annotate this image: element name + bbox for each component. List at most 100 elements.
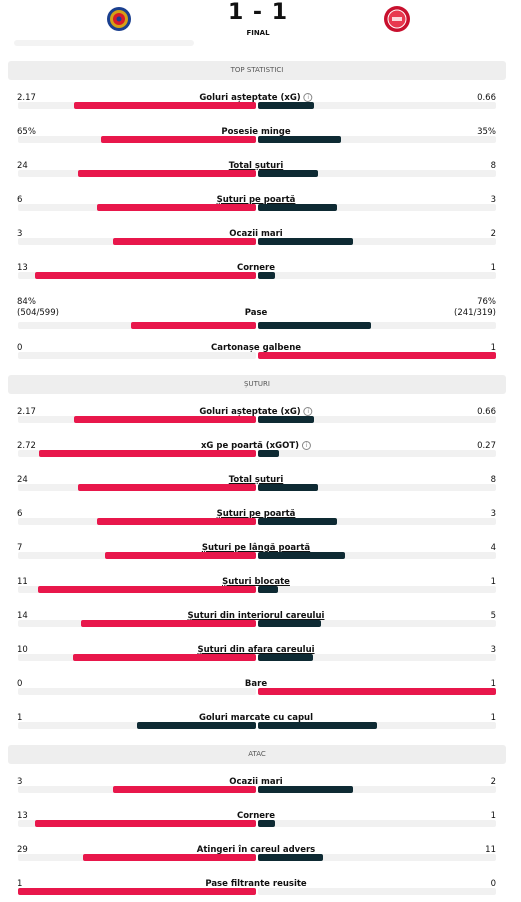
home-value: 0 (17, 679, 23, 689)
home-bar (113, 238, 256, 245)
stat-label[interactable]: Total șuturi (229, 161, 284, 172)
home-bar (73, 416, 256, 423)
bar-track (258, 518, 496, 525)
away-bar (258, 102, 314, 109)
bar-track (258, 654, 496, 661)
bar-track (258, 238, 496, 245)
home-value: 1 (17, 879, 23, 889)
info-icon[interactable]: i (303, 407, 313, 416)
stat-name: Cornere (236, 811, 276, 821)
home-bar (80, 620, 256, 627)
stat-label: Goluri așteptate (xG) i (199, 93, 313, 104)
stat-name: Șuturi din interiorul careului (187, 611, 325, 621)
home-value: 29 (17, 845, 28, 855)
stat-label: Ocazii mari (229, 777, 282, 788)
home-bar (97, 204, 256, 211)
stat-label: Cornere (237, 811, 275, 822)
home-bar (97, 518, 256, 525)
away-value: 8 (490, 161, 496, 171)
stat-label: Atingeri în careul advers (197, 845, 315, 856)
stat-label: Cartonașe galbene (211, 343, 301, 354)
home-bar (101, 136, 256, 143)
stat-label[interactable]: Șuturi din afara careului (197, 645, 314, 656)
away-value: 5 (490, 611, 496, 621)
stat-label: Bare (245, 679, 267, 690)
stat-name: Atingeri în careul advers (196, 845, 316, 855)
bar-track (258, 586, 496, 593)
bar-track (258, 272, 496, 279)
bar-track (258, 450, 496, 457)
away-bar (258, 854, 324, 861)
away-value: 0.66 (477, 407, 496, 417)
home-value: 13 (17, 811, 28, 821)
bar-track (258, 888, 496, 895)
info-icon[interactable]: i (302, 441, 312, 450)
stat-name: Cartonașe galbene (210, 343, 302, 353)
away-bar (258, 238, 354, 245)
away-value: 3 (490, 509, 496, 519)
home-bar (137, 722, 256, 729)
stat-label[interactable]: Șuturi pe lângă poartă (202, 543, 310, 554)
away-value: 35% (477, 127, 496, 137)
home-bar (77, 170, 256, 177)
away-bar (258, 620, 321, 627)
stat-label[interactable]: Șuturi pe poartă (217, 509, 296, 520)
tab-strip[interactable] (14, 40, 194, 46)
away-value: 1 (490, 679, 496, 689)
away-bar (258, 204, 338, 211)
bar-track (258, 552, 496, 559)
bar-track (258, 102, 496, 109)
away-value: 3 (490, 195, 496, 205)
bar-track (258, 786, 496, 793)
away-value: 0.66 (477, 93, 496, 103)
stat-name: Șuturi pe lângă poartă (201, 543, 311, 553)
away-value: 76% (477, 297, 496, 307)
home-value: 24 (17, 161, 28, 171)
away-value: 1 (490, 263, 496, 273)
bar-track (258, 136, 496, 143)
section-header: TOP STATISTICI (8, 61, 506, 80)
stat-label[interactable]: Total șuturi (229, 475, 284, 486)
bar-track (258, 170, 496, 177)
section-header: ATAC (8, 745, 506, 764)
home-value: 65% (17, 127, 36, 137)
home-logo (107, 7, 131, 31)
home-value: 1 (17, 713, 23, 723)
home-value: 2.17 (17, 407, 36, 417)
score: 1 - 1 (227, 0, 289, 25)
home-value: 0 (17, 343, 23, 353)
stat-name: Ocazii mari (229, 229, 283, 239)
match-status: FINAL (246, 29, 270, 37)
away-bar (258, 820, 275, 827)
stat-name: Pase filtrante reusite (205, 879, 307, 889)
bar-track (18, 352, 256, 359)
away-logo (384, 6, 410, 32)
away-value: 11 (485, 845, 496, 855)
away-bar (258, 722, 377, 729)
info-icon[interactable]: i (303, 93, 313, 102)
home-bar (73, 102, 256, 109)
home-value: 7 (17, 543, 23, 553)
stat-name: Goluri marcate cu capul (198, 713, 314, 723)
home-bar (39, 450, 256, 457)
away-value: 1 (490, 713, 496, 723)
stat-name: Pase (244, 308, 268, 318)
away-value: 1 (490, 577, 496, 587)
away-bar (258, 322, 372, 329)
home-value: 11 (17, 577, 28, 587)
home-value: 2.17 (17, 93, 36, 103)
stat-label: Pase filtrante reusite (205, 879, 306, 890)
stat-name: Ocazii mari (229, 777, 283, 787)
stat-label[interactable]: Șuturi pe poartă (217, 195, 296, 206)
stat-name: Șuturi pe poartă (216, 509, 296, 519)
away-value: 0 (490, 879, 496, 889)
stat-name: Posesie minge (221, 127, 291, 137)
stat-label[interactable]: Șuturi blocate (222, 577, 290, 588)
away-bar (258, 272, 275, 279)
away-bar (258, 450, 280, 457)
bar-track (258, 416, 496, 423)
away-bar (258, 654, 313, 661)
stat-label[interactable]: Șuturi din interiorul careului (188, 611, 325, 622)
stat-name: xG pe poartă (xGOT) (200, 441, 300, 451)
away-value: 2 (490, 229, 496, 239)
